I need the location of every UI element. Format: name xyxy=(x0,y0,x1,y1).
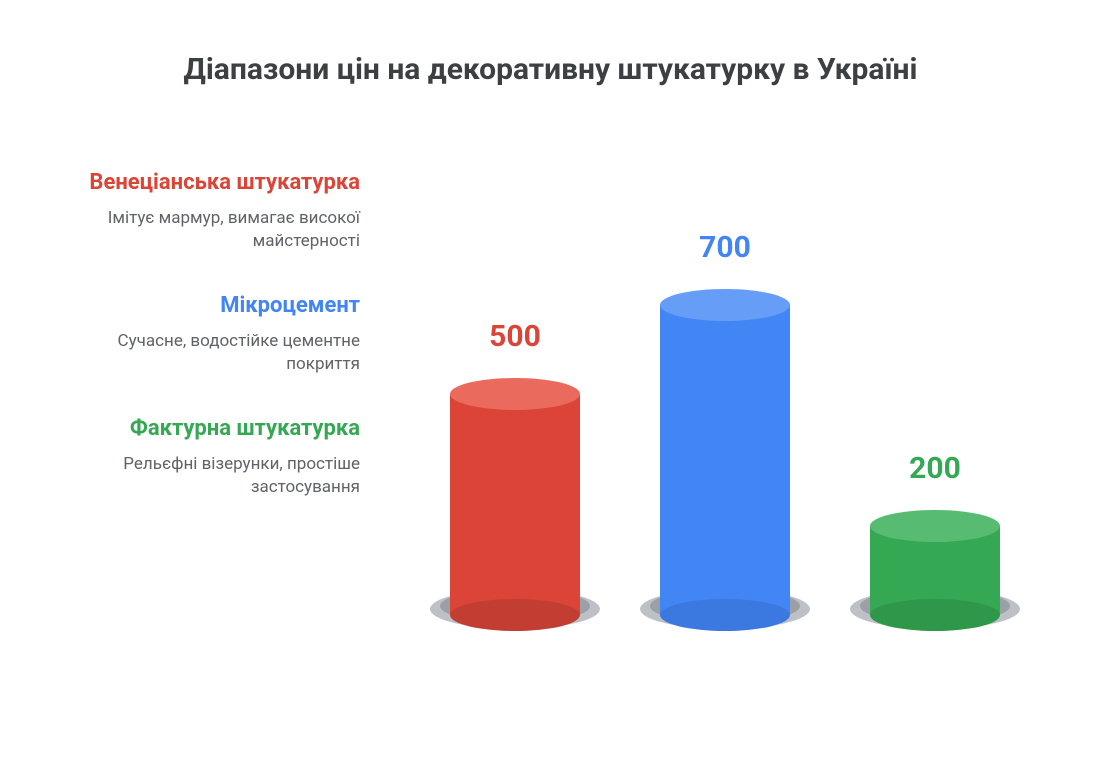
chart-title: Діапазони цін на декоративну штукатурку … xyxy=(60,50,1041,89)
cylinder-bottom-ellipse xyxy=(660,599,790,631)
legend-desc: Рельєфні візерунки, простіше застосуванн… xyxy=(60,453,360,501)
legend-item-texture: Фактурна штукатурка Рельєфні візерунки, … xyxy=(60,415,360,500)
cylinder-texture xyxy=(870,526,1000,615)
legend-item-venetian: Венеціанська штукатурка Імітує мармур, в… xyxy=(60,169,360,254)
cylinder-bottom-ellipse xyxy=(450,599,580,631)
cylinder-top-ellipse xyxy=(450,378,580,410)
cylinder-body xyxy=(450,394,580,615)
cylinder-micro xyxy=(660,305,790,615)
legend-title: Фактурна штукатурка xyxy=(60,415,360,443)
content-row: Венеціанська штукатурка Імітує мармур, в… xyxy=(60,159,1041,629)
value-label-venetian: 500 xyxy=(440,319,590,354)
legend-title: Венеціанська штукатурка xyxy=(60,169,360,197)
legend-desc: Сучасне, водостійке цементне покриття xyxy=(60,330,360,378)
legend-item-micro: Мікроцемент Сучасне, водостійке цементне… xyxy=(60,292,360,377)
infographic-container: Діапазони цін на декоративну штукатурку … xyxy=(0,0,1101,777)
cylinder-bottom-ellipse xyxy=(870,599,1000,631)
legend-title: Мікроцемент xyxy=(60,292,360,320)
cylinder-venetian xyxy=(450,394,580,615)
legend-desc: Імітує мармур, вимагає високої майстерно… xyxy=(60,207,360,255)
cylinder-body xyxy=(660,305,790,615)
chart-area: 500 700 200 xyxy=(390,159,1041,629)
value-label-texture: 200 xyxy=(860,451,1010,486)
legend: Венеціанська штукатурка Імітує мармур, в… xyxy=(60,159,390,538)
cylinder-top-ellipse xyxy=(660,289,790,321)
value-label-micro: 700 xyxy=(650,230,800,265)
